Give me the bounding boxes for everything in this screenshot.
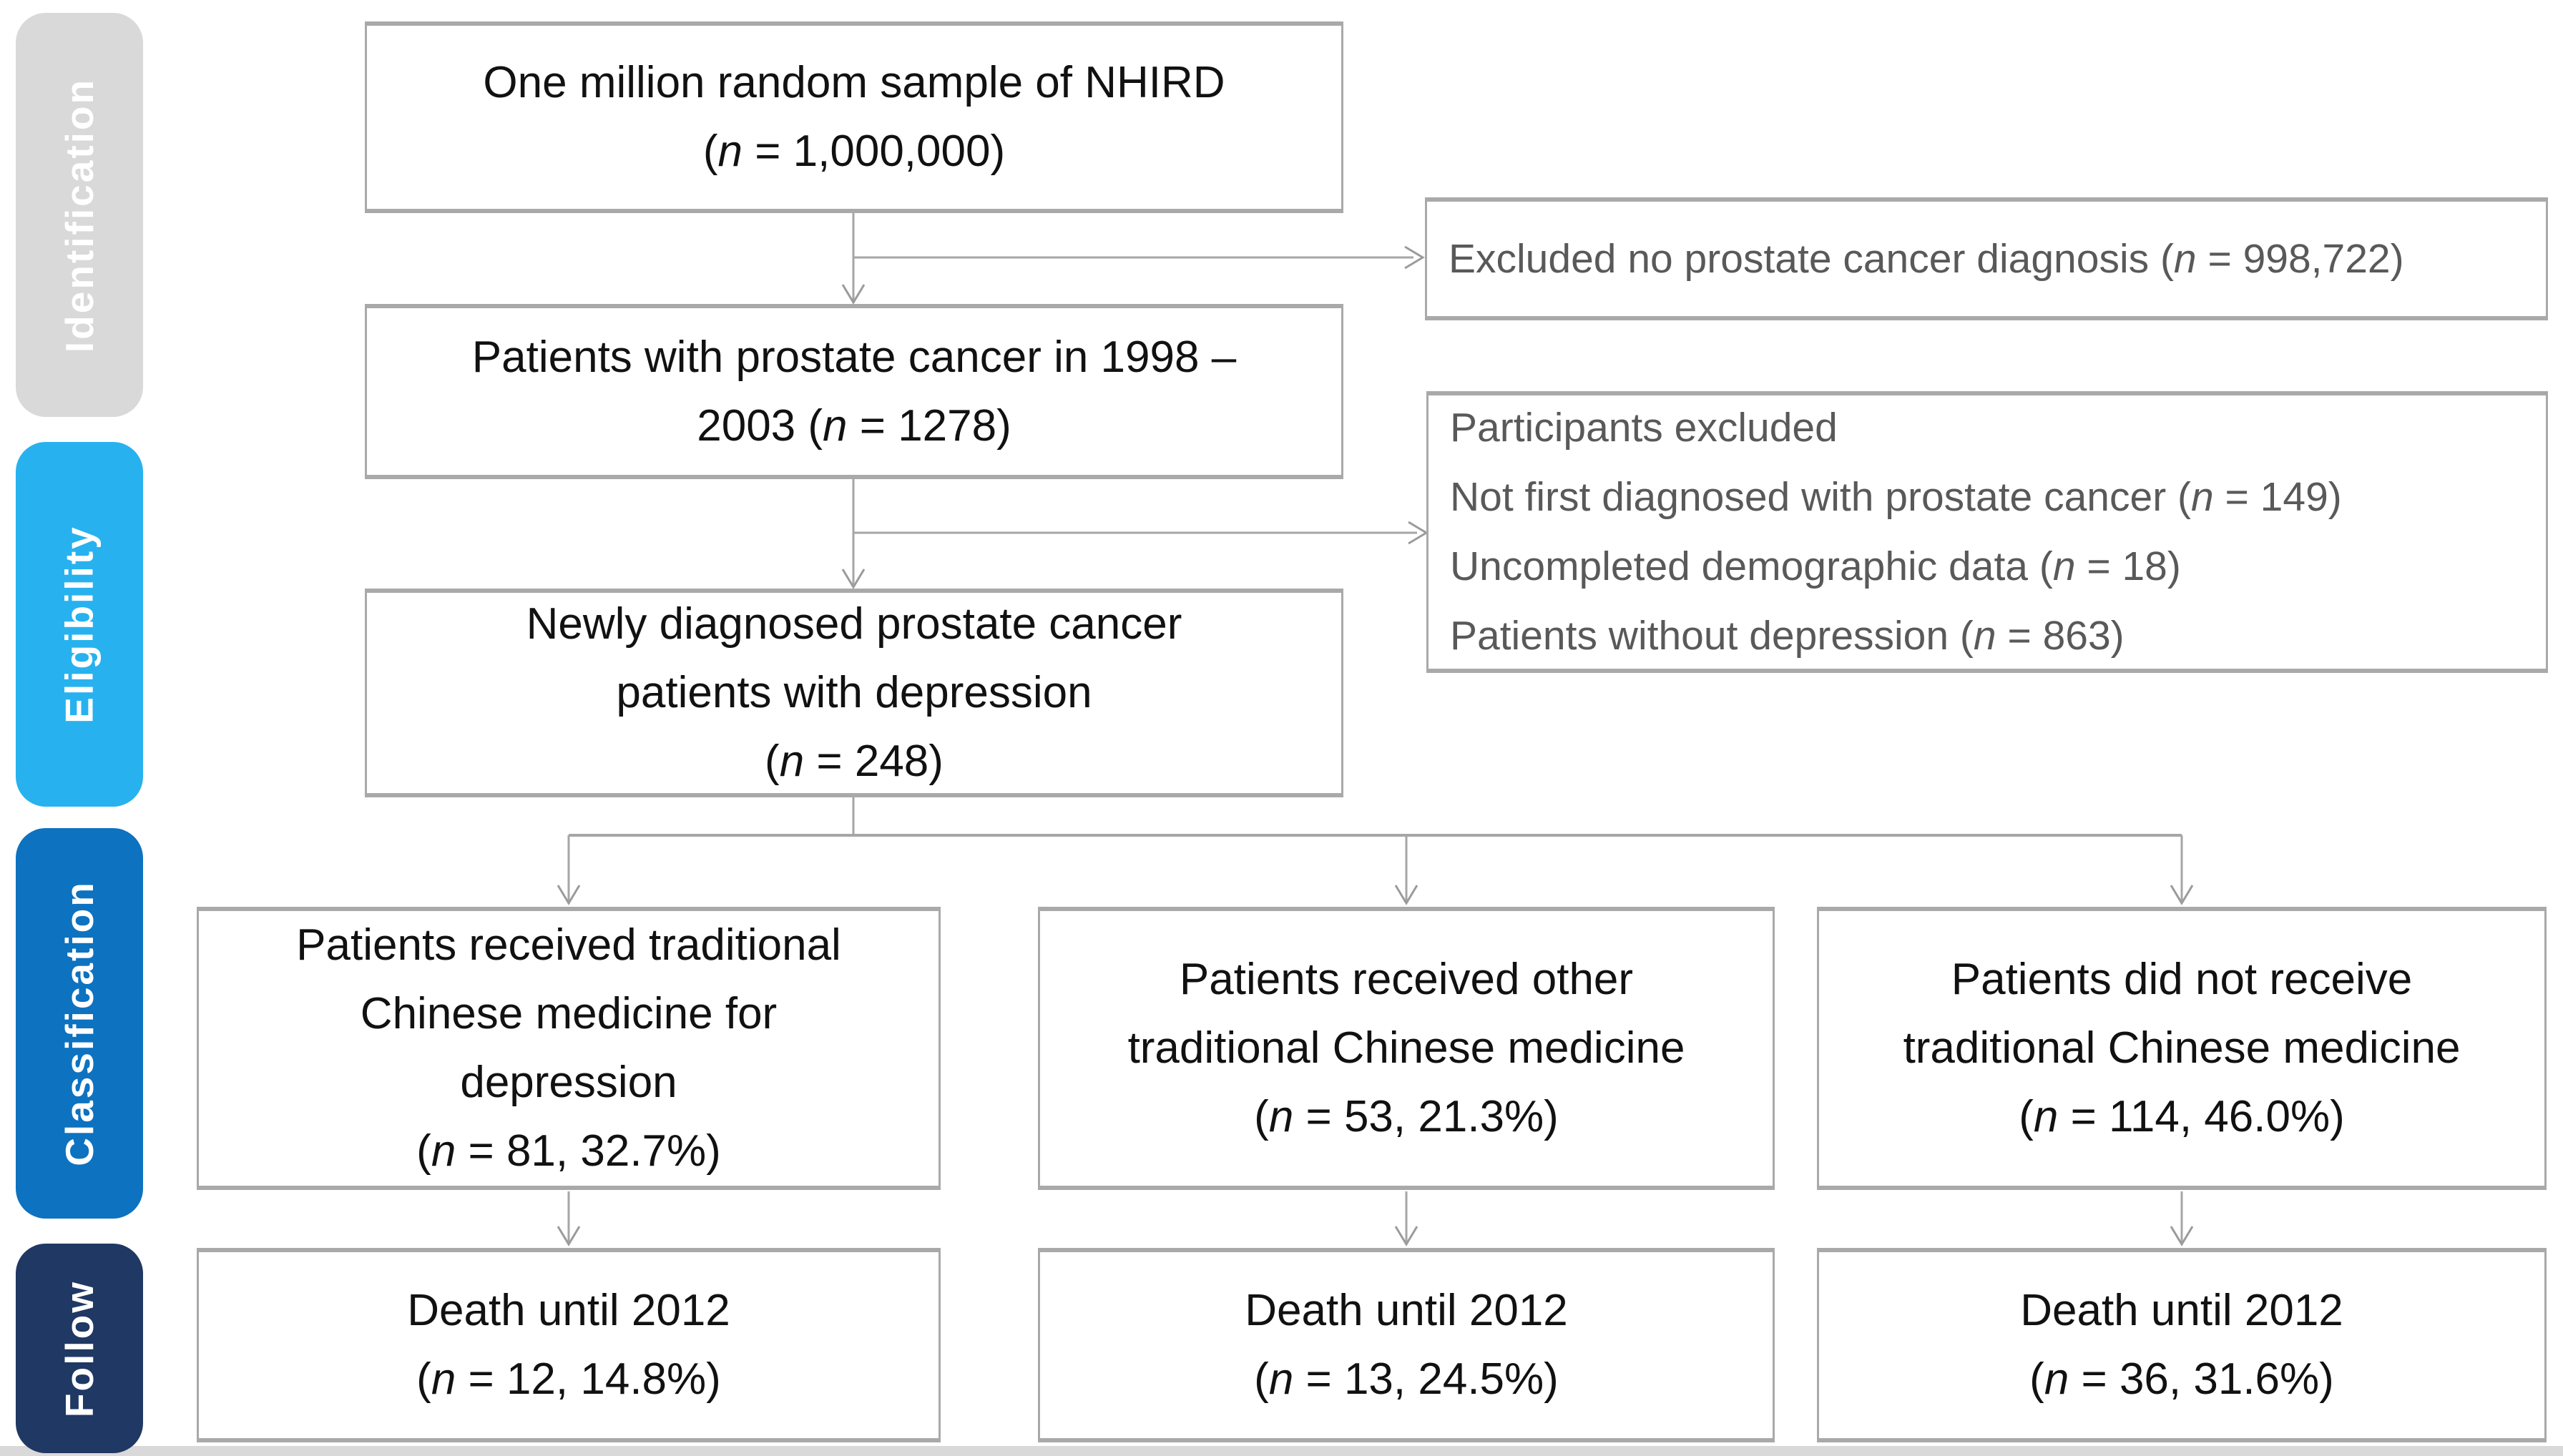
box-text-line: (n = 1,000,000) xyxy=(702,127,1006,176)
box-text-line: Patients without depression (n = 863) xyxy=(1450,613,2125,659)
box-text-line: Newly diagnosed prostate cancer xyxy=(526,599,1182,649)
box-text-line: Chinese medicine for xyxy=(360,989,778,1038)
arrow-down-icon xyxy=(841,569,866,589)
stage-follow: Follow xyxy=(16,1244,143,1453)
box-text-line: (n = 81, 32.7%) xyxy=(416,1126,721,1176)
box-death-tcm-group: Death until 2012 (n = 12, 14.8%) xyxy=(197,1248,941,1442)
box-text-line: (n = 53, 21.3%) xyxy=(1254,1092,1559,1141)
box-text-line: (n = 36, 31.6%) xyxy=(2029,1354,2334,1404)
stage-identification: Identification xyxy=(16,13,143,417)
box-text-line: patients with depression xyxy=(616,668,1092,717)
arrow-down-icon xyxy=(1394,1226,1418,1246)
box-text-line: Death until 2012 xyxy=(407,1286,730,1335)
arrow-down-icon xyxy=(2170,885,2194,905)
box-text-line: Patients with prostate cancer in 1998 – xyxy=(471,332,1237,382)
box-text-line: depression xyxy=(460,1058,677,1107)
box-text-line: traditional Chinese medicine xyxy=(1127,1023,1685,1073)
arrow-down-icon xyxy=(841,284,866,305)
box-text-line: 2003 (n = 1278) xyxy=(697,400,1011,451)
stage-label-eligibility: Eligibility xyxy=(57,525,102,724)
box-tcm-for-depression: Patients received traditional Chinese me… xyxy=(197,907,941,1190)
box-text-line: Patients received other xyxy=(1179,955,1634,1004)
box-excluded-no-prostate-cancer: Excluded no prostate cancer diagnosis (n… xyxy=(1425,197,2548,320)
arrow-right-icon xyxy=(1404,245,1425,270)
arrow-down-icon xyxy=(557,885,581,905)
stage-label-classification: Classification xyxy=(57,880,102,1166)
box-text-line: Excluded no prostate cancer diagnosis (n… xyxy=(1449,235,2404,282)
arrow-down-icon xyxy=(557,1226,581,1246)
box-participants-excluded: Participants excluded Not first diagnose… xyxy=(1426,391,2548,673)
stage-classification: Classification xyxy=(16,828,143,1219)
box-text-line: One million random sample of NHIRD xyxy=(483,58,1225,107)
box-text-line: (n = 114, 46.0%) xyxy=(2019,1092,2345,1141)
stage-eligibility: Eligibility xyxy=(16,442,143,807)
box-text-line: traditional Chinese medicine xyxy=(1903,1023,2461,1073)
arrow-down-icon xyxy=(1394,885,1418,905)
box-text-line: Death until 2012 xyxy=(2020,1286,2343,1335)
bottom-edge-strip xyxy=(0,1446,2563,1456)
stage-label-identification: Identification xyxy=(57,77,102,353)
box-text-line: Death until 2012 xyxy=(1245,1286,1568,1335)
box-text-line: (n = 13, 24.5%) xyxy=(1254,1354,1559,1404)
box-text-line: Participants excluded xyxy=(1450,405,1838,451)
stage-label-follow: Follow xyxy=(57,1279,102,1417)
box-text-line: Not first diagnosed with prostate cancer… xyxy=(1450,474,2342,520)
box-text-line: Uncompleted demographic data (n = 18) xyxy=(1450,543,2181,589)
box-nhird-sample: One million random sample of NHIRD (n = … xyxy=(365,21,1343,213)
box-text-line: Patients did not receive xyxy=(1951,955,2413,1004)
box-prostate-cancer-1998-2003: Patients with prostate cancer in 1998 – … xyxy=(365,304,1343,479)
box-no-tcm: Patients did not receive traditional Chi… xyxy=(1817,907,2547,1190)
box-other-tcm: Patients received other traditional Chin… xyxy=(1038,907,1775,1190)
box-text-line: Patients received traditional xyxy=(296,920,841,970)
box-death-no-tcm-group: Death until 2012 (n = 36, 31.6%) xyxy=(1817,1248,2547,1442)
box-text-line: (n = 12, 14.8%) xyxy=(416,1354,721,1404)
box-death-other-tcm-group: Death until 2012 (n = 13, 24.5%) xyxy=(1038,1248,1775,1442)
box-newly-diagnosed-depression: Newly diagnosed prostate cancer patients… xyxy=(365,589,1343,797)
arrow-down-icon xyxy=(2170,1226,2194,1246)
box-text-line: (n = 248) xyxy=(765,737,944,786)
